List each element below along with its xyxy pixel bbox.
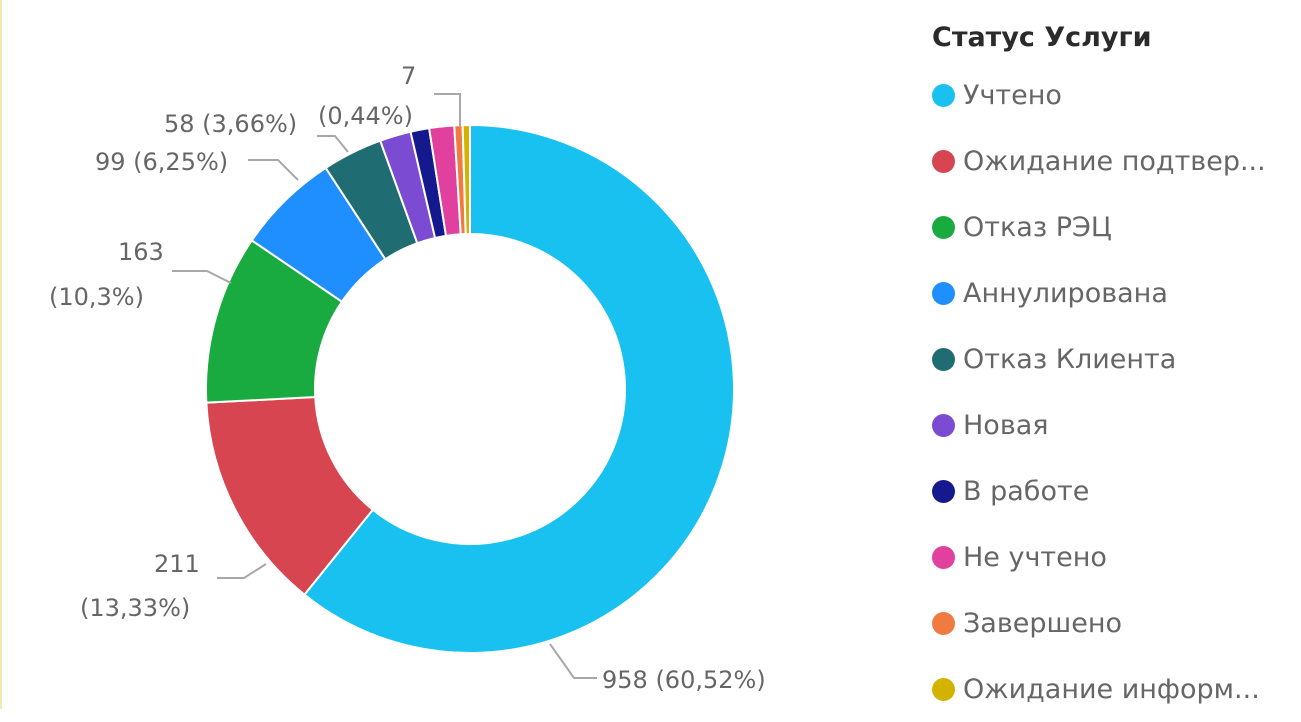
data-label-58: 58 (3,66%) [164, 110, 297, 138]
leader-line-958 [549, 643, 597, 679]
donut-slices [205, 123, 735, 654]
legend-label-ozhidanie-podtverzhdeniya: Ожидание подтвер... [963, 145, 1266, 177]
data-label-163-percent: (10,3%) [49, 283, 144, 311]
legend-label-uchteno: Учтено [963, 79, 1062, 111]
legend-label-otkaz-klienta: Отказ Клиента [963, 343, 1177, 375]
legend-dot-annulirovana [932, 281, 955, 305]
legend-dot-otkaz-klienta [932, 347, 955, 371]
legend-item-uchteno[interactable]: Учтено [932, 62, 1297, 128]
data-labels: 958 (60,52%) 211 (13,33%) 163 (10,3%) 99… [49, 62, 766, 694]
legend-dot-zaversheno [932, 611, 955, 635]
legend-label-zaversheno: Завершено [963, 607, 1123, 639]
legend-label-novaya: Новая [963, 409, 1049, 441]
data-label-211-percent: (13,33%) [80, 594, 190, 622]
donut-slice-9[interactable] [461, 123, 471, 236]
data-label-211-value: 211 [154, 550, 200, 578]
legend-dot-ozhidanie-podtverzhdeniya [932, 149, 955, 173]
legend-label-annulirovana: Аннулирована [963, 277, 1168, 309]
leader-line-211 [217, 563, 267, 579]
legend-item-ozhidanie-podtverzhdeniya[interactable]: Ожидание подтвер... [932, 128, 1297, 194]
legend-item-novaya[interactable]: Новая [932, 392, 1297, 458]
legend-item-annulirovana[interactable]: Аннулирована [932, 260, 1297, 326]
legend-label-ne-uchteno: Не учтено [963, 541, 1107, 573]
legend-dot-novaya [932, 413, 955, 437]
data-label-163-value: 163 [118, 238, 164, 266]
data-label-99: 99 (6,25%) [95, 148, 228, 176]
legend-dot-uchteno [932, 83, 955, 107]
legend-item-otkaz-rets[interactable]: Отказ РЭЦ [932, 194, 1297, 260]
legend-dot-v-rabote [932, 479, 955, 503]
legend-item-zaversheno[interactable]: Завершено [932, 590, 1297, 656]
leader-line-163 [172, 270, 232, 284]
legend-title: Статус Услуги [932, 22, 1152, 53]
legend-item-otkaz-klienta[interactable]: Отказ Клиента [932, 326, 1297, 392]
legend-item-v-rabote[interactable]: В работе [932, 458, 1297, 524]
legend-label-ozhidanie-informatsii: Ожидание информ... [963, 673, 1260, 705]
data-label-958: 958 (60,52%) [602, 666, 766, 694]
legend-dot-ne-uchteno [932, 545, 955, 569]
legend-item-ne-uchteno[interactable]: Не учтено [932, 524, 1297, 590]
data-label-7-percent: (0,44%) [318, 102, 413, 130]
legend-label-v-rabote: В работе [963, 475, 1090, 507]
data-label-7-value: 7 [401, 62, 416, 90]
legend-item-ozhidanie-informatsii[interactable]: Ожидание информ... [932, 656, 1297, 722]
legend-dot-otkaz-rets [932, 215, 955, 239]
legend-dot-ozhidanie-informatsii [932, 677, 955, 701]
legend-label-otkaz-rets: Отказ РЭЦ [963, 211, 1112, 243]
leader-line-99 [248, 159, 299, 181]
leader-line-7 [434, 93, 461, 126]
leader-line-58 [317, 135, 349, 153]
donut-slice-0[interactable] [303, 123, 735, 654]
legend: Статус Услуги Учтено Ожидание подтвер...… [932, 18, 1297, 722]
